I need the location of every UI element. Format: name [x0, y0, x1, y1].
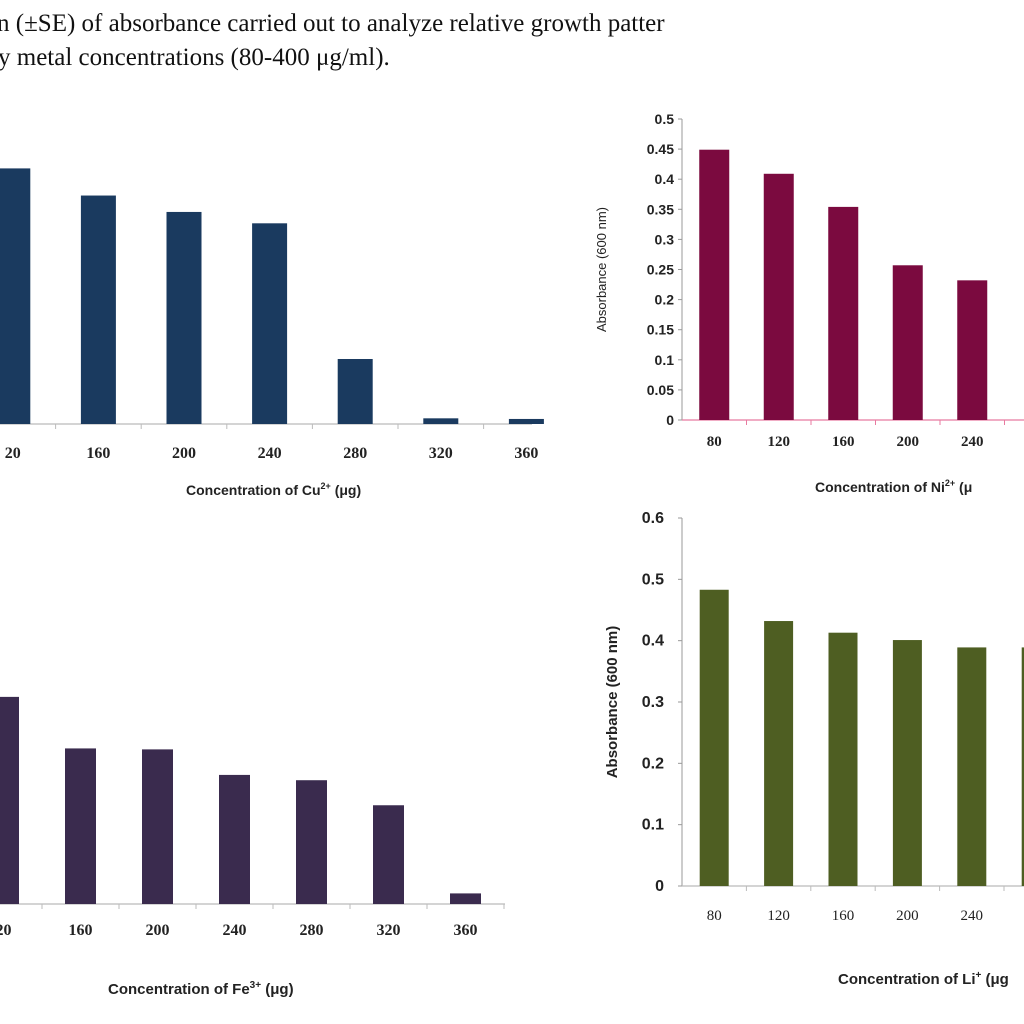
x-tick-label: 160 — [832, 908, 855, 924]
y-tick-label: 0.35 — [647, 201, 674, 217]
x-tick-label: 240 — [961, 434, 984, 450]
bar-fe-0 — [0, 696, 19, 904]
x-tick-label: 320 — [377, 922, 401, 939]
x-axis-title: Concentration of Ni2+ (μ — [815, 478, 972, 495]
x-tick-label: 20 — [0, 922, 12, 939]
x-tick-label: 200 — [896, 908, 919, 924]
chart-li: 0 0.1 0.2 0.3 0.4 0.5 0.6 Absorbance (600 nm) 80… — [604, 510, 1024, 988]
y-tick-label: 0 — [666, 412, 674, 428]
bar-cu-3 — [252, 223, 288, 424]
x-tick-label: 200 — [146, 922, 170, 939]
x-axis-title: Concentration of Li+ (μg — [838, 970, 1009, 988]
x-tick-label: 120 — [768, 434, 791, 450]
chart-fe: 20 160 200 240 280 320 360 Concentration of Fe3… — [0, 696, 505, 998]
bar-ni-0 — [699, 149, 730, 420]
y-axis-title: Absorbance (600 nm) — [604, 626, 621, 779]
y-tick-label: 0.45 — [647, 141, 674, 157]
bar-cu-2 — [166, 211, 202, 424]
bar-fe-1 — [65, 748, 96, 904]
caption-line-1: n (±SE) of absorbance carried out to ana… — [0, 10, 665, 37]
x-tick-label: 20 — [5, 445, 21, 462]
chart-ni: 0 0.05 0.1 0.15 0.2 0.25 0.3 0.35 0.4 0.45 0.5 Abso… — [594, 111, 1024, 495]
x-axis-title: Concentration of Fe3+ (μg) — [108, 980, 294, 998]
y-tick-label: 0.25 — [647, 262, 674, 278]
y-tick-label: 0.15 — [647, 322, 674, 338]
bar-ni-1 — [763, 173, 794, 420]
y-tick-label: 0 — [655, 878, 664, 895]
bar-fe-2 — [142, 749, 173, 904]
x-axis-title: Concentration of Cu2+ (μg) — [186, 481, 361, 498]
bar-li-0 — [699, 589, 729, 886]
bar-li-1 — [764, 621, 794, 886]
x-tick-label: 200 — [897, 434, 920, 450]
bar-cu-0 — [0, 168, 31, 424]
bar-li-3 — [892, 640, 922, 886]
y-axis-title: Absorbance (600 nm) — [594, 207, 609, 332]
bar-li-5 — [1021, 647, 1024, 886]
x-tick-label: 160 — [69, 922, 93, 939]
x-tick-label: 80 — [707, 908, 722, 924]
x-tick-label: 240 — [223, 922, 247, 939]
chart-cu: 20 160 200 240 280 320 360 Concentration of Cu2… — [0, 168, 544, 498]
bar-fe-6 — [450, 893, 481, 904]
figure-caption: n (±SE) of absorbance carried out to ana… — [0, 6, 1024, 106]
y-tick-label: 0.1 — [642, 817, 664, 834]
bar-cu-4 — [337, 358, 373, 424]
y-tick-label: 0.3 — [655, 231, 675, 247]
x-tick-label: 120 — [767, 908, 790, 924]
caption-line-2: y metal concentrations (80-400 μg/ml). — [0, 44, 390, 71]
x-tick-label: 160 — [86, 445, 110, 462]
y-tick-label: 0.4 — [642, 633, 664, 650]
bar-cu-1 — [80, 195, 116, 424]
x-tick-label: 160 — [832, 434, 855, 450]
y-tick-label: 0.2 — [642, 755, 664, 772]
bar-li-4 — [957, 647, 987, 886]
x-tick-label: 360 — [454, 922, 478, 939]
y-tick-label: 0.4 — [655, 171, 675, 187]
x-tick-label: 240 — [258, 445, 282, 462]
bar-ni-3 — [892, 265, 923, 420]
x-tick-label: 280 — [343, 445, 367, 462]
bar-cu-5 — [423, 418, 459, 424]
bar-fe-4 — [296, 780, 327, 904]
x-tick-label: 80 — [707, 434, 722, 450]
bar-ni-4 — [957, 280, 988, 420]
bar-fe-5 — [373, 805, 404, 904]
x-tick-label: 320 — [429, 445, 453, 462]
bar-cu-6 — [508, 418, 544, 424]
bar-fe-3 — [219, 774, 250, 904]
x-tick-label: 240 — [961, 908, 984, 924]
y-tick-label: 0.1 — [655, 352, 675, 368]
y-tick-label: 0.05 — [647, 382, 674, 398]
x-tick-label: 200 — [172, 445, 196, 462]
y-tick-label: 0.5 — [642, 571, 664, 588]
bar-ni-2 — [828, 206, 859, 420]
x-tick-label: 280 — [300, 922, 324, 939]
bar-li-2 — [828, 632, 858, 886]
y-tick-label: 0.6 — [642, 510, 664, 527]
x-tick-label: 360 — [514, 445, 538, 462]
y-tick-label: 0.5 — [655, 111, 675, 127]
y-tick-label: 0.3 — [642, 694, 664, 711]
y-tick-label: 0.2 — [655, 292, 675, 308]
